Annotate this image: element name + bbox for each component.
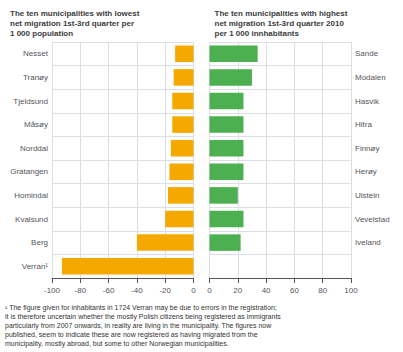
svg-text:Tranøy: Tranøy	[23, 73, 48, 82]
svg-text:Gratangen: Gratangen	[10, 167, 48, 176]
svg-text:80: 80	[318, 286, 327, 295]
svg-text:¹ The figure given for inhabit: ¹ The figure given for inhabitants in 17…	[5, 304, 277, 312]
svg-text:-80: -80	[75, 286, 87, 295]
svg-text:-20: -20	[159, 286, 171, 295]
svg-text:Finnøy: Finnøy	[355, 144, 379, 153]
svg-text:Hasvik: Hasvik	[355, 97, 380, 106]
svg-text:The ten municipalities with lo: The ten municipalities with lowest	[10, 9, 140, 18]
svg-text:Iveland: Iveland	[355, 238, 381, 247]
svg-text:Nesset: Nesset	[23, 49, 49, 58]
svg-text:-40: -40	[131, 286, 143, 295]
svg-text:Kvalsund: Kvalsund	[15, 215, 48, 224]
svg-text:-60: -60	[103, 286, 115, 295]
svg-text:0: 0	[191, 286, 196, 295]
svg-text:The ten municipalities with hi: The ten municipalities with highest	[215, 9, 348, 18]
svg-text:Tjeldsund: Tjeldsund	[13, 97, 48, 106]
svg-text:Måsøy: Måsøy	[24, 120, 48, 129]
svg-text:0: 0	[207, 286, 212, 295]
svg-text:municipality, mostly abroad, b: municipality, mostly abroad, but some to…	[5, 340, 229, 348]
svg-text:100: 100	[344, 286, 358, 295]
svg-text:Modalen: Modalen	[355, 73, 386, 82]
svg-text:Vevelstad: Vevelstad	[355, 215, 390, 224]
svg-text:it is therefore uncertain whet: it is therefore uncertain whether the mo…	[5, 313, 281, 321]
svg-text:net migration 1st-3rd quarter: net migration 1st-3rd quarter 2010	[215, 19, 345, 28]
svg-text:Norddal: Norddal	[20, 144, 48, 153]
svg-text:-100: -100	[44, 286, 61, 295]
svg-text:Berg: Berg	[31, 238, 48, 247]
svg-text:Hitra: Hitra	[355, 120, 372, 129]
svg-text:net migration 1st-3rd quarter: net migration 1st-3rd quarter per	[10, 19, 134, 28]
svg-text:Homindal: Homindal	[14, 191, 48, 200]
svg-text:60: 60	[290, 286, 299, 295]
svg-text:Sande: Sande	[355, 49, 379, 58]
svg-text:per 1 000 innhabitants: per 1 000 innhabitants	[215, 29, 300, 38]
svg-text:40: 40	[262, 286, 271, 295]
svg-text:Herøy: Herøy	[355, 167, 377, 176]
svg-text:1 000 population: 1 000 population	[10, 29, 73, 38]
svg-text:20: 20	[233, 286, 242, 295]
svg-text:Ulstein: Ulstein	[355, 191, 379, 200]
svg-text:published, seem to indicate th: published, seem to indicate these are no…	[5, 331, 258, 339]
svg-text:particularly from 2007 onwards: particularly from 2007 onwards, in reali…	[5, 322, 272, 330]
svg-text:Verran¹: Verran¹	[22, 262, 49, 271]
